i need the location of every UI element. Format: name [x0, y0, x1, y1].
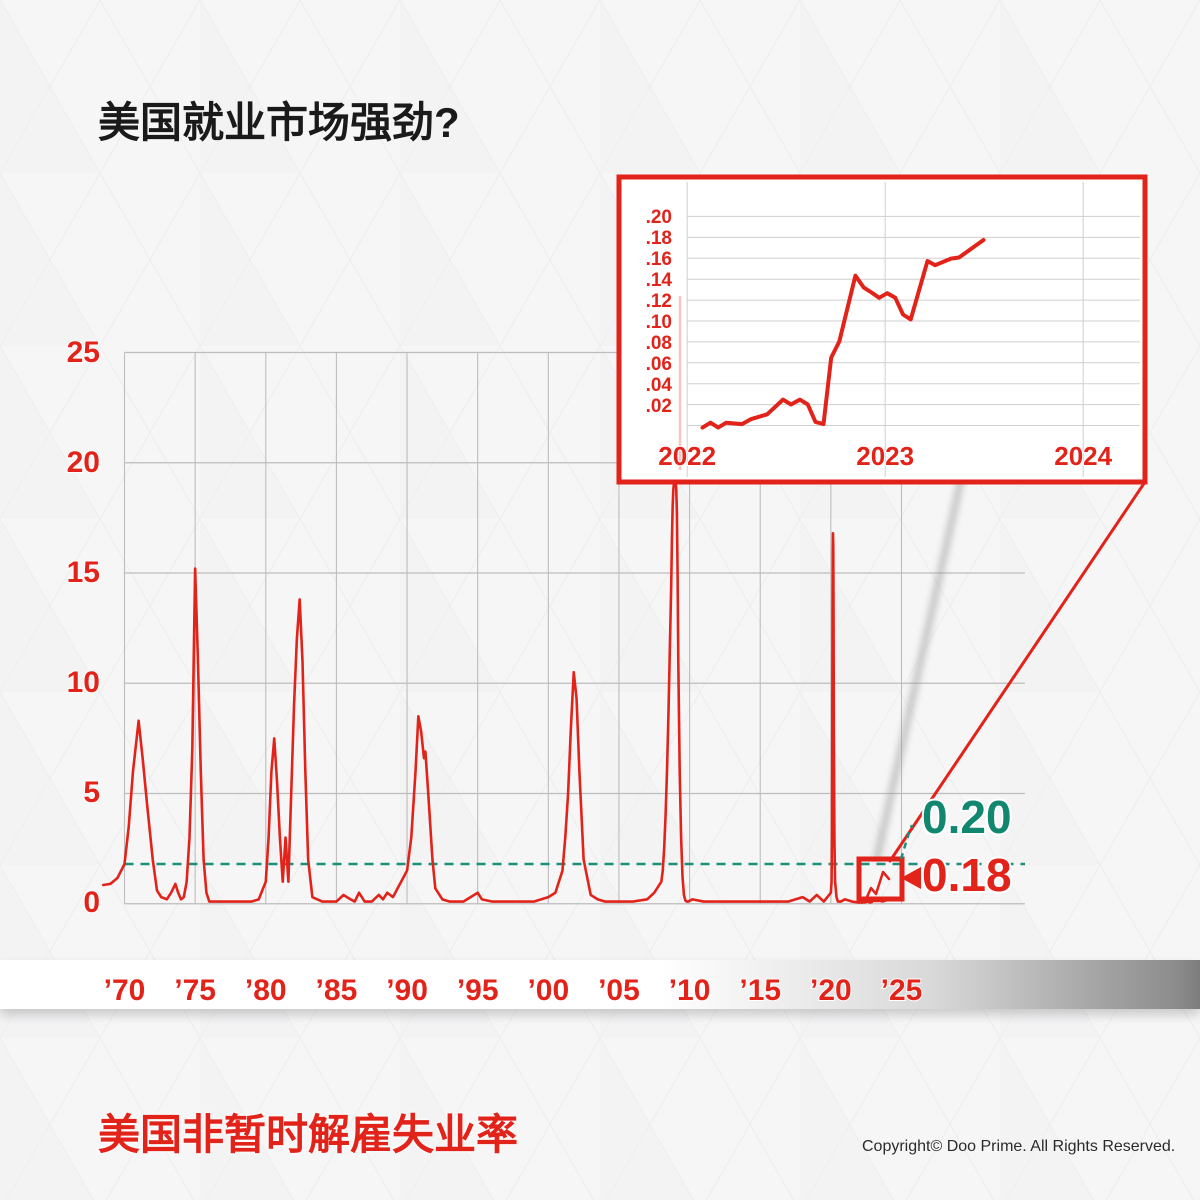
svg-text:.16: .16	[646, 249, 672, 270]
svg-text:2023: 2023	[856, 441, 914, 471]
svg-text:.10: .10	[646, 312, 672, 333]
svg-text:25: 25	[67, 336, 100, 369]
svg-text:.18: .18	[646, 228, 672, 249]
svg-text:0.20: 0.20	[922, 791, 1012, 843]
svg-text:.08: .08	[646, 333, 672, 354]
svg-text:15: 15	[67, 556, 100, 589]
svg-text:.20: .20	[646, 207, 672, 228]
svg-text:20: 20	[67, 446, 100, 479]
svg-text:2024: 2024	[1054, 441, 1112, 471]
svg-text:’25: ’25	[881, 974, 923, 1007]
svg-text:’10: ’10	[669, 974, 711, 1007]
svg-text:’05: ’05	[598, 974, 640, 1007]
svg-text:0.18: 0.18	[922, 849, 1012, 901]
svg-text:10: 10	[67, 666, 100, 699]
svg-text:5: 5	[83, 776, 100, 809]
svg-text:.12: .12	[646, 291, 672, 312]
svg-text:’00: ’00	[527, 974, 569, 1007]
svg-text:.06: .06	[646, 354, 672, 375]
svg-text:’70: ’70	[104, 974, 146, 1007]
svg-text:0: 0	[83, 886, 100, 919]
svg-text:.04: .04	[646, 375, 673, 396]
svg-text:’80: ’80	[245, 974, 287, 1007]
svg-text:’75: ’75	[174, 974, 216, 1007]
svg-text:.02: .02	[646, 396, 672, 417]
svg-text:2022: 2022	[658, 441, 716, 471]
svg-text:’20: ’20	[810, 974, 852, 1007]
svg-text:’90: ’90	[386, 974, 428, 1007]
svg-text:.14: .14	[646, 270, 673, 291]
svg-text:’15: ’15	[739, 974, 781, 1007]
svg-text:’95: ’95	[457, 974, 499, 1007]
svg-text:’85: ’85	[316, 974, 358, 1007]
